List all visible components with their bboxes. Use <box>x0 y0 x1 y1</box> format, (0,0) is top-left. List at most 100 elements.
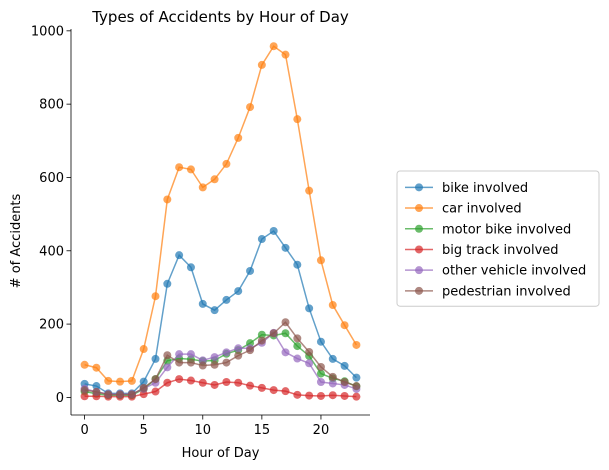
y-tick-label: 0 <box>56 391 64 406</box>
data-point <box>186 350 195 359</box>
data-point <box>281 243 290 252</box>
data-point <box>210 353 219 362</box>
data-point <box>222 295 231 304</box>
data-point <box>163 363 172 372</box>
data-point <box>293 342 302 351</box>
legend-item: motor bike involved <box>405 222 571 237</box>
legend-item: pedestrian involved <box>405 284 571 299</box>
legend-item: bike involved <box>405 181 528 196</box>
data-point <box>198 299 207 308</box>
data-point <box>328 379 337 388</box>
data-point <box>340 378 349 387</box>
data-point <box>116 390 125 399</box>
series-line <box>84 45 358 383</box>
legend-label: pedestrian involved <box>442 284 571 299</box>
data-point <box>163 195 172 204</box>
x-tick-label: 20 <box>313 423 330 438</box>
data-point <box>305 304 314 313</box>
data-point <box>163 351 172 360</box>
data-point <box>104 376 113 385</box>
x-axis-title: Hour of Day <box>182 446 260 461</box>
x-tick-label: 10 <box>194 423 211 438</box>
data-point <box>328 354 337 363</box>
data-point <box>281 387 290 396</box>
legend-label: bike involved <box>442 181 528 196</box>
y-tick-label: 1000 <box>31 24 64 39</box>
data-point <box>246 381 255 390</box>
plot-marks <box>80 42 361 401</box>
data-point <box>92 387 101 396</box>
data-point <box>151 292 160 301</box>
data-point <box>210 380 219 389</box>
x-tick-label: 5 <box>140 423 148 438</box>
y-tick-label: 200 <box>39 318 64 333</box>
y-tick-label: 800 <box>39 98 64 113</box>
data-point <box>222 378 231 387</box>
data-point <box>222 159 231 168</box>
data-point <box>210 306 219 315</box>
data-point <box>175 251 184 260</box>
data-point <box>80 392 89 401</box>
data-point <box>257 235 266 244</box>
data-point <box>246 266 255 275</box>
legend-frame <box>396 170 600 307</box>
data-point <box>340 321 349 330</box>
data-point <box>316 256 325 265</box>
data-point <box>92 382 101 391</box>
legend-swatch-marker <box>415 224 423 233</box>
data-point <box>234 133 243 142</box>
y-tick-label: 400 <box>39 244 64 259</box>
series-line <box>84 229 357 395</box>
data-point <box>293 115 302 124</box>
data-point <box>246 103 255 112</box>
legend: bike involved car involved motor bike invo… <box>396 170 600 307</box>
data-point <box>163 378 172 387</box>
y-axis-title: # of Accidents <box>9 193 24 288</box>
data-point <box>257 336 266 345</box>
data-point <box>293 334 302 343</box>
data-point <box>163 279 172 288</box>
data-point <box>139 390 148 399</box>
data-point <box>104 390 113 399</box>
data-point <box>316 362 325 371</box>
data-point <box>198 378 207 387</box>
data-point <box>234 287 243 296</box>
data-point <box>186 165 195 174</box>
data-point <box>269 42 278 51</box>
data-point <box>127 390 136 399</box>
legend-item: car involved <box>405 202 522 217</box>
legend-swatch-marker <box>415 183 423 192</box>
data-point <box>257 60 266 69</box>
data-point <box>80 386 89 395</box>
data-point <box>80 360 89 369</box>
data-point <box>257 330 266 339</box>
legend-swatch-marker <box>415 266 423 275</box>
data-point <box>305 347 314 356</box>
data-point <box>139 377 148 386</box>
data-point <box>186 358 195 367</box>
data-point <box>316 369 325 378</box>
data-point <box>281 348 290 357</box>
data-point <box>139 383 148 392</box>
data-point <box>222 348 231 357</box>
legend-label: big track involved <box>442 243 559 258</box>
data-point <box>175 163 184 172</box>
data-point <box>151 387 160 396</box>
data-point <box>234 344 243 353</box>
data-point <box>92 363 101 372</box>
data-point <box>281 318 290 327</box>
data-point <box>186 263 195 272</box>
y-tick-label: 600 <box>39 171 64 186</box>
legend-swatch-marker <box>415 286 423 295</box>
data-point <box>352 373 361 382</box>
series-5 <box>80 318 361 399</box>
series-1 <box>80 42 361 386</box>
data-point <box>281 50 290 59</box>
data-point <box>210 360 219 369</box>
data-point <box>198 183 207 192</box>
legend-label: other vehicle involved <box>442 264 586 279</box>
data-point <box>352 382 361 391</box>
data-point <box>293 260 302 269</box>
